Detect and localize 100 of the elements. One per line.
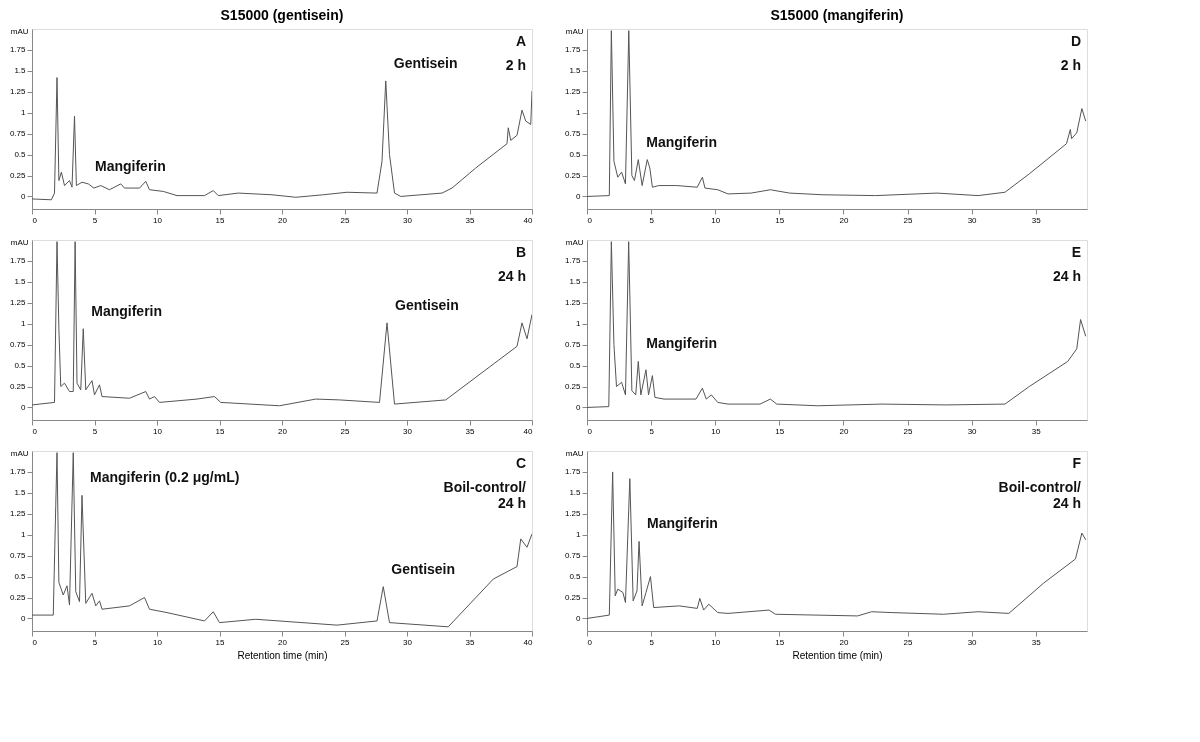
x-tick-label: 30 <box>403 215 413 225</box>
annotation: C <box>515 455 526 471</box>
x-tick-label: 0 <box>32 215 38 225</box>
y-axis-title: mAU <box>565 448 584 458</box>
x-tick-label: 25 <box>903 215 914 225</box>
chart-title: S15000 (mangiferin) <box>770 7 904 23</box>
y-tick-label: 1.75 <box>9 45 27 55</box>
y-tick-label: 1.75 <box>564 467 582 477</box>
x-tick-label: 25 <box>340 637 350 647</box>
y-tick-label: 0 <box>576 191 582 201</box>
x-tick-label: 30 <box>967 215 978 225</box>
x-tick-label: 30 <box>403 637 413 647</box>
x-tick-label: 35 <box>465 637 475 647</box>
y-tick-label: 1.5 <box>14 277 27 287</box>
annotation: 2 h <box>1060 57 1081 73</box>
x-tick-label: 25 <box>903 426 914 436</box>
y-tick-label: 1 <box>576 108 582 118</box>
y-tick-label: 0.25 <box>564 171 582 181</box>
x-tick-label: 10 <box>153 426 163 436</box>
y-tick-label: 1.25 <box>564 509 582 519</box>
x-tick-label: 0 <box>32 426 38 436</box>
x-tick-label: 35 <box>465 215 475 225</box>
y-tick-label: 0.25 <box>9 382 27 392</box>
annotation: Mangiferin (0.2 μg/mL) <box>90 469 240 486</box>
annotation: Mangiferin <box>646 335 718 352</box>
x-tick-label: 35 <box>1031 637 1042 647</box>
y-tick-label: 0.5 <box>14 361 27 371</box>
y-tick-label: 0.25 <box>564 382 582 392</box>
y-tick-label: 1 <box>576 319 582 329</box>
y-tick-label: 0.25 <box>9 593 27 603</box>
y-tick-label: 1.25 <box>564 87 582 97</box>
y-tick-label: 1.75 <box>564 45 582 55</box>
x-tick-label: 0 <box>587 215 593 225</box>
x-tick-label: 25 <box>340 426 350 436</box>
x-tick-label: 0 <box>587 637 593 647</box>
x-tick-label: 10 <box>711 426 721 436</box>
y-tick-label: 0.75 <box>9 129 27 139</box>
annotation: Mangiferin <box>646 133 718 150</box>
y-tick-label: 1.25 <box>9 298 27 308</box>
annotation: Gentisein <box>393 54 458 71</box>
annotation: Gentisein <box>391 560 456 577</box>
x-tick-label: 15 <box>215 215 225 225</box>
annotation: Mangiferin <box>91 302 163 319</box>
annotation: A <box>515 33 526 49</box>
annotation: 24 h <box>497 268 526 284</box>
line-series <box>587 471 1087 619</box>
y-tick-label: 0.5 <box>14 572 27 582</box>
x-tick-label: 30 <box>967 426 978 436</box>
x-tick-label: 15 <box>775 637 785 647</box>
y-tick-label: 0 <box>576 613 582 623</box>
y-tick-label: 1 <box>21 108 27 118</box>
y-tick-label: 1.25 <box>9 87 27 97</box>
x-tick-label: 35 <box>1031 426 1042 436</box>
x-tick-label: 10 <box>711 215 721 225</box>
x-tick-label: 20 <box>278 637 288 647</box>
line-series <box>587 241 1087 408</box>
y-axis-title: mAU <box>10 237 29 247</box>
x-tick-label: 15 <box>775 426 785 436</box>
y-axis-title: mAU <box>565 237 584 247</box>
y-tick-label: 1.5 <box>569 488 582 498</box>
x-tick-label: 10 <box>711 637 721 647</box>
y-axis-title: mAU <box>10 26 29 36</box>
y-tick-label: 0 <box>21 402 27 412</box>
x-tick-label: 40 <box>523 426 534 436</box>
annotation: B <box>515 244 526 260</box>
y-tick-label: 1.75 <box>9 467 27 477</box>
y-tick-label: 0 <box>576 402 582 412</box>
x-tick-label: 35 <box>465 426 475 436</box>
annotation: Mangiferin <box>95 157 166 174</box>
y-tick-label: 1.75 <box>9 256 27 266</box>
x-tick-label: 20 <box>839 637 849 647</box>
x-tick-label: 20 <box>278 215 288 225</box>
line-series <box>32 241 532 407</box>
y-tick-label: 0 <box>21 613 27 623</box>
y-tick-label: 0.5 <box>569 572 582 582</box>
x-tick-label: 15 <box>775 215 785 225</box>
x-tick-label: 5 <box>92 215 98 225</box>
y-tick-label: 0.75 <box>564 129 582 139</box>
y-tick-label: 0.5 <box>569 150 582 160</box>
line-series <box>587 30 1087 197</box>
y-tick-label: 1.25 <box>9 509 27 519</box>
y-tick-label: 1.5 <box>14 66 27 76</box>
y-tick-label: 0.25 <box>564 593 582 603</box>
y-tick-label: 1.5 <box>14 488 27 498</box>
y-tick-label: 0.75 <box>9 340 27 350</box>
x-axis-title: Retention time (min) <box>792 649 883 661</box>
y-tick-label: 1.5 <box>569 277 582 287</box>
annotation: D <box>1070 33 1081 49</box>
y-tick-label: 0.75 <box>564 551 582 561</box>
x-tick-label: 15 <box>215 637 225 647</box>
x-tick-label: 10 <box>153 215 163 225</box>
line-series <box>32 77 532 201</box>
y-tick-label: 0.75 <box>564 340 582 350</box>
x-tick-label: 0 <box>587 426 593 436</box>
chart-title: S15000 (gentisein) <box>220 7 344 23</box>
annotation: Boil-control/ 24 h <box>443 479 527 511</box>
y-tick-label: 1 <box>21 319 27 329</box>
annotation: 2 h <box>505 57 526 73</box>
x-tick-label: 10 <box>153 637 163 647</box>
x-tick-label: 5 <box>92 426 98 436</box>
